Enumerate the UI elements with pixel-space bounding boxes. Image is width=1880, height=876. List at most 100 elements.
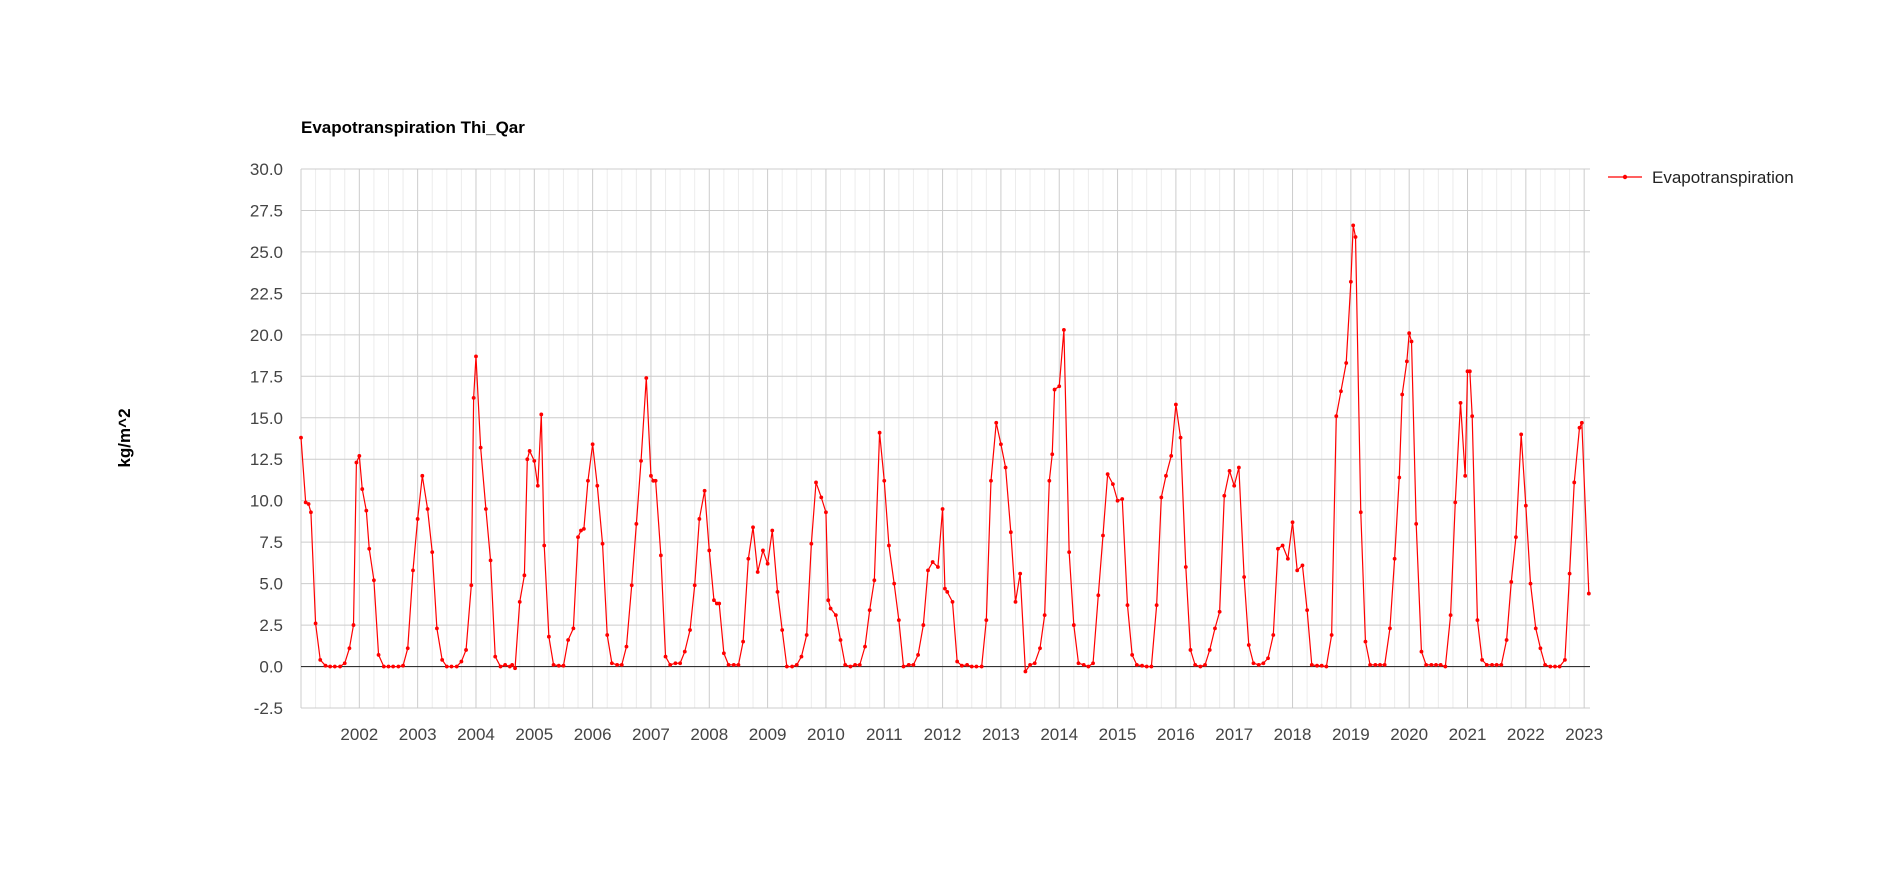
data-point [303, 500, 308, 505]
data-point [1382, 662, 1387, 667]
data-point [799, 654, 804, 659]
y-tick-label: 25.0 [250, 243, 283, 262]
data-point [1305, 608, 1310, 613]
data-point [969, 664, 974, 669]
data-point [1125, 603, 1130, 608]
x-tick-label: 2002 [340, 725, 378, 744]
data-point [943, 586, 947, 591]
data-point [826, 598, 831, 603]
data-point [629, 583, 634, 588]
data-point [503, 662, 508, 667]
data-point [1514, 535, 1518, 540]
x-tick-label: 2004 [457, 725, 495, 744]
data-point [1463, 473, 1468, 478]
data-point [1198, 664, 1203, 669]
data-point [542, 543, 547, 548]
data-point [454, 664, 459, 669]
data-point [571, 626, 576, 631]
data-point [1358, 510, 1363, 515]
data-point [916, 653, 920, 657]
data-point [299, 435, 303, 440]
data-point [901, 664, 906, 669]
data-point [1246, 643, 1251, 647]
data-point [1067, 550, 1072, 554]
data-point [595, 483, 600, 488]
data-point [1553, 664, 1557, 669]
data-point [1353, 235, 1358, 239]
data-point [1414, 522, 1419, 526]
data-point [984, 618, 989, 622]
x-axis-ticks: 2002 2003 2004 2005 2006 2007 2008 2009 2010 2011… [340, 725, 1603, 744]
data-point [376, 653, 381, 657]
data-point [979, 664, 984, 669]
y-tick-label: 5.0 [259, 575, 283, 594]
data-point [1285, 556, 1290, 561]
x-tick-label: 2005 [515, 725, 553, 744]
x-tick-label: 2012 [924, 725, 962, 744]
data-point [309, 510, 313, 515]
data-point [712, 598, 716, 603]
data-point [736, 662, 741, 667]
data-point [1300, 563, 1305, 568]
data-point [940, 507, 945, 511]
data-point [1134, 662, 1139, 667]
data-point [342, 661, 347, 666]
data-point [328, 664, 333, 669]
data-point [1368, 662, 1373, 667]
data-point [1276, 546, 1280, 551]
data-point [658, 553, 663, 558]
data-point [731, 662, 736, 667]
data-point [1434, 662, 1438, 667]
data-point [673, 661, 678, 666]
data-point [619, 662, 624, 667]
data-point [1105, 472, 1110, 477]
data-point [1111, 482, 1115, 487]
x-tick-label: 2009 [749, 725, 787, 744]
x-tick-label: 2003 [399, 725, 437, 744]
data-point [1443, 664, 1448, 669]
data-point [930, 560, 935, 564]
data-point [1178, 435, 1183, 440]
data-point [1193, 662, 1198, 667]
data-point [653, 478, 658, 483]
data-point [590, 442, 595, 447]
data-point [1538, 646, 1543, 651]
y-tick-label: 30.0 [250, 160, 283, 179]
data-point [819, 495, 824, 500]
data-point [364, 508, 369, 513]
data-point [843, 662, 848, 667]
data-point [784, 664, 789, 669]
x-tick-label: 2014 [1040, 725, 1078, 744]
x-tick-label: 2008 [690, 725, 728, 744]
x-tick-label: 2023 [1565, 725, 1603, 744]
data-point [1217, 609, 1222, 614]
data-point [1242, 575, 1247, 579]
data-point [609, 661, 614, 666]
x-tick-label: 2020 [1390, 725, 1428, 744]
data-point [726, 662, 731, 667]
data-point [415, 517, 420, 521]
y-tick-label: 17.5 [250, 367, 283, 386]
data-point [1052, 387, 1057, 392]
data-point [483, 507, 488, 511]
data-point [1032, 661, 1037, 666]
data-point [347, 646, 352, 651]
data-point [702, 488, 707, 493]
data-point [921, 623, 926, 627]
data-point [1509, 580, 1514, 584]
data-point [517, 599, 522, 604]
data-point [313, 621, 318, 626]
data-point [1519, 432, 1524, 437]
data-point [1096, 593, 1101, 598]
data-point [717, 601, 722, 606]
data-point [1081, 662, 1086, 667]
data-point [794, 662, 799, 667]
data-point [1038, 646, 1042, 651]
data-point [999, 442, 1003, 447]
data-point [790, 664, 794, 669]
data-point [478, 445, 483, 450]
data-point [1543, 662, 1547, 667]
data-point [896, 618, 901, 622]
data-point [600, 541, 605, 546]
